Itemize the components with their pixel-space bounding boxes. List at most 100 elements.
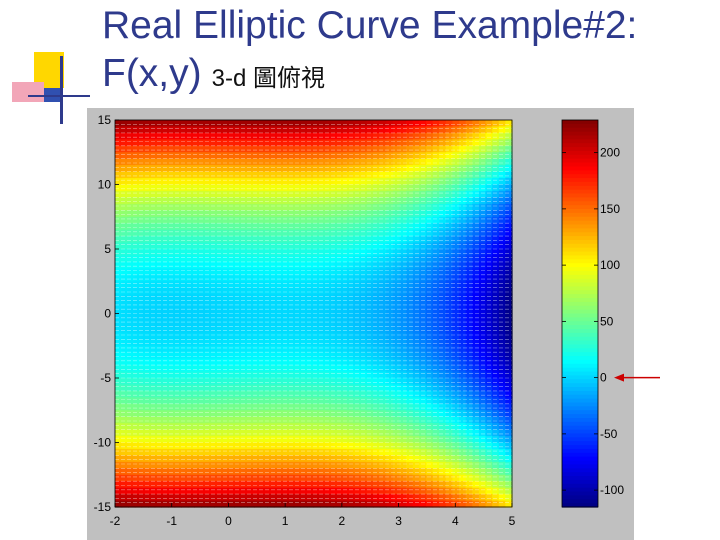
heatmap-cell (346, 190, 354, 198)
heatmap-cell (445, 365, 454, 373)
heatmap-cell (326, 145, 334, 153)
heatmap-cell (234, 500, 242, 508)
heatmap-cell (161, 171, 169, 179)
heatmap-cell (154, 132, 162, 140)
heatmap-cell (181, 300, 189, 308)
heatmap-cell (287, 281, 295, 289)
colorbar-segment (562, 135, 598, 140)
heatmap-cell (386, 461, 394, 469)
heatmap-cell (293, 448, 301, 456)
heatmap-cell (280, 397, 288, 405)
heatmap-cell (260, 461, 268, 469)
heatmap-cell (300, 210, 308, 218)
heatmap-cell (373, 378, 381, 386)
heatmap-cell (339, 345, 348, 353)
heatmap-cell (201, 358, 209, 366)
heatmap-cell (399, 190, 407, 198)
heatmap-cell (148, 358, 156, 366)
heatmap-cell (439, 171, 447, 179)
heatmap-cell (472, 158, 480, 166)
heatmap-cell (148, 190, 156, 198)
heatmap-cell (134, 429, 143, 437)
heatmap-cell (353, 184, 361, 192)
heatmap-cell (207, 184, 215, 192)
heatmap-cell (339, 313, 348, 321)
heatmap-cell (220, 371, 229, 379)
heatmap-cell (134, 442, 143, 450)
heatmap-cell (392, 178, 401, 186)
heatmap-cell (320, 436, 328, 444)
heatmap-cell (214, 126, 222, 134)
heatmap-cell (452, 300, 460, 308)
heatmap-cell (194, 190, 202, 198)
heatmap-cell (247, 152, 255, 160)
heatmap-cell (505, 249, 513, 257)
heatmap-cell (412, 203, 420, 211)
heatmap-cell (379, 126, 387, 134)
heatmap-cell (419, 358, 427, 366)
heatmap-cell (154, 468, 162, 476)
heatmap-cell (465, 319, 473, 327)
heatmap-cell (465, 358, 473, 366)
heatmap-cell (141, 487, 149, 495)
x-tick-label: 2 (339, 514, 346, 528)
heatmap-cell (121, 494, 129, 502)
heatmap-cell (392, 474, 401, 482)
heatmap-cell (181, 345, 189, 353)
heatmap-cell (293, 390, 301, 398)
heatmap-cell (234, 474, 242, 482)
heatmap-cell (273, 287, 282, 295)
heatmap-cell (320, 429, 328, 437)
heatmap-cell (353, 158, 361, 166)
heatmap-cell (181, 165, 189, 173)
heatmap-cell (181, 461, 189, 469)
heatmap-cell (379, 184, 387, 192)
heatmap-cell (485, 378, 493, 386)
heatmap-cell (154, 423, 162, 431)
heatmap-cell (141, 326, 149, 334)
heatmap-cell (220, 461, 229, 469)
heatmap-cell (181, 455, 189, 463)
heatmap-cell (399, 352, 407, 360)
heatmap-cell (306, 216, 315, 224)
heatmap-cell (214, 416, 222, 424)
heatmap-cell (452, 261, 460, 269)
heatmap-cell (379, 152, 387, 160)
heatmap-cell (280, 229, 288, 237)
heatmap-cell (445, 397, 454, 405)
heatmap-cell (492, 120, 500, 128)
heatmap-cell (346, 178, 354, 186)
heatmap-cell (419, 487, 427, 495)
heatmap-cell (452, 126, 460, 134)
heatmap-cell (174, 197, 182, 205)
heatmap-cell (472, 294, 480, 302)
heatmap-cell (492, 190, 500, 198)
heatmap-cell (300, 442, 308, 450)
heatmap-cell (478, 500, 487, 508)
heatmap-cell (373, 255, 381, 263)
heatmap-cell (300, 474, 308, 482)
heatmap-cell (194, 178, 202, 186)
heatmap-cell (148, 203, 156, 211)
heatmap-cell (346, 152, 354, 160)
heatmap-cell (148, 500, 156, 508)
heatmap-cell (313, 300, 321, 308)
heatmap-cell (220, 139, 229, 147)
heatmap-cell (333, 481, 341, 489)
heatmap-cell (392, 332, 401, 340)
heatmap-cell (300, 345, 308, 353)
heatmap-cell (478, 223, 487, 231)
heatmap-cell (419, 210, 427, 218)
heatmap-cell (498, 494, 506, 502)
heatmap-cell (432, 500, 440, 508)
heatmap-cell (472, 378, 480, 386)
heatmap-cell (333, 210, 341, 218)
heatmap-cell (452, 190, 460, 198)
heatmap-cell (267, 229, 275, 237)
colorbar-segment (562, 170, 598, 175)
heatmap-cell (214, 281, 222, 289)
heatmap-cell (339, 165, 348, 173)
heatmap-cell (306, 410, 315, 418)
heatmap-cell (320, 384, 328, 392)
